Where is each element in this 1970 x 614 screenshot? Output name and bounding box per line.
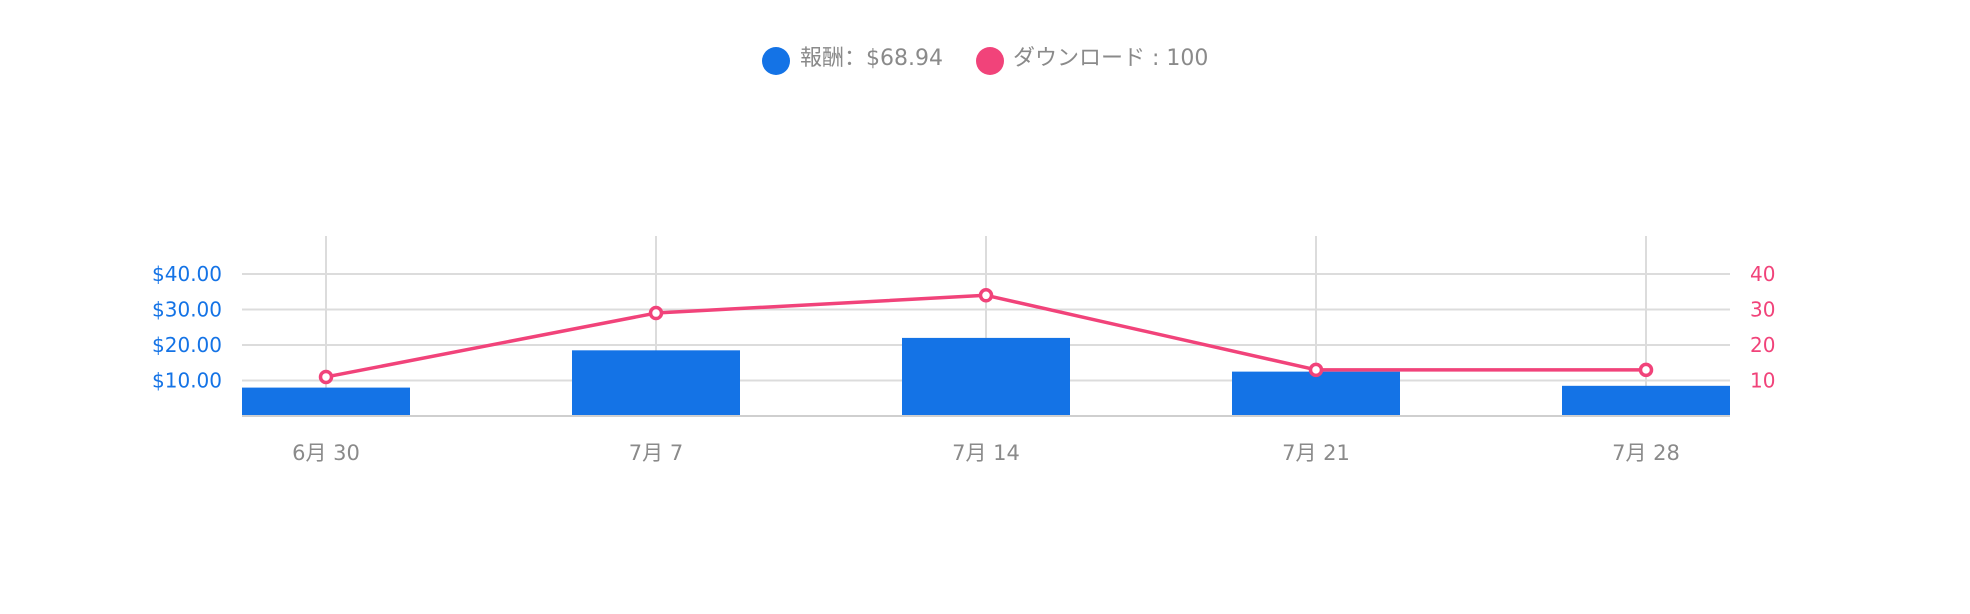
y-left-tick-label: $10.00 xyxy=(152,369,222,393)
axes: 6月 30 7月 7 7月 14 7月 21 7月 28 $10.00 $20.00 $30.… xyxy=(152,262,1775,465)
legend-swatch xyxy=(762,47,790,75)
y-right-tick-label: 40 xyxy=(1750,262,1775,286)
line-point xyxy=(648,305,664,321)
legend-swatch xyxy=(976,47,1004,75)
x-tick-label: 7月 14 xyxy=(952,441,1020,465)
line-point xyxy=(1638,362,1654,378)
legend-label: ダウンロード : 100 xyxy=(1013,46,1208,71)
x-tick-label: 7月 21 xyxy=(1282,441,1350,465)
bar xyxy=(1232,371,1400,416)
bar xyxy=(1562,385,1730,416)
legend-label: 報酬：$68.94 xyxy=(800,46,943,71)
bar xyxy=(242,387,410,416)
y-right-tick-label: 30 xyxy=(1750,298,1775,322)
line-point xyxy=(978,288,994,303)
bar-series xyxy=(242,337,1730,416)
y-left-tick-label: $20.00 xyxy=(152,333,222,357)
y-right-tick-label: 10 xyxy=(1750,369,1775,393)
bar xyxy=(572,350,740,416)
bar xyxy=(902,337,1070,416)
y-left-tick-label: $30.00 xyxy=(152,298,222,322)
y-left-tick-label: $40.00 xyxy=(152,262,222,286)
x-tick-label: 7月 28 xyxy=(1612,441,1680,465)
legend: 報酬：$68.94 ダウンロード : 100 xyxy=(762,46,1208,75)
line-point xyxy=(318,369,334,385)
x-tick-label: 7月 7 xyxy=(629,441,683,465)
line-point xyxy=(1308,362,1324,378)
x-tick-label: 6月 30 xyxy=(292,441,360,465)
line-series xyxy=(318,288,1654,385)
y-right-tick-label: 20 xyxy=(1750,333,1775,357)
